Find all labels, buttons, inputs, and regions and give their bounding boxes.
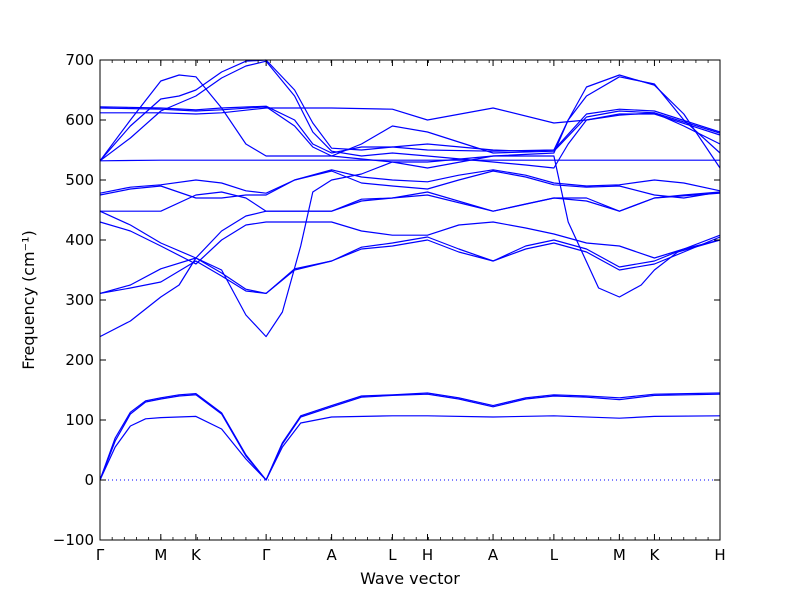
- series-line-1: [99, 393, 721, 481]
- series-line-16: [100, 107, 721, 136]
- y-tick-label: 700: [65, 51, 94, 69]
- series-line-6: [99, 234, 721, 294]
- y-tick-label: −100: [53, 531, 94, 549]
- y-axis-ticks: −100 0 100 200 300 400 500 600 700: [53, 51, 720, 549]
- series-line-10: [99, 170, 721, 199]
- series-line-7: [99, 221, 721, 265]
- x-tick-label: M: [154, 546, 167, 564]
- y-axis-title: Frequency (cm⁻¹): [19, 230, 38, 369]
- series-line-11: [99, 169, 721, 194]
- x-tick-label: Γ: [262, 546, 271, 564]
- y-tick-label: 0: [84, 471, 94, 489]
- series-line-2: [99, 392, 721, 481]
- x-tick-label: A: [488, 546, 499, 564]
- plot-frame: [99, 59, 721, 541]
- series-line-14: [99, 59, 721, 162]
- x-tick-label: L: [388, 546, 397, 564]
- x-tick-label: H: [422, 546, 433, 564]
- y-tick-label: 300: [65, 291, 94, 309]
- series-line-4: [99, 155, 721, 338]
- x-tick-label: M: [613, 546, 626, 564]
- x-tick-label: L: [550, 546, 559, 564]
- x-tick-label: Γ: [96, 546, 105, 564]
- x-tick-label: A: [326, 546, 337, 564]
- y-tick-label: 100: [65, 411, 94, 429]
- series-layer: [99, 59, 721, 481]
- series-line-15: [99, 74, 721, 169]
- x-tick-label: H: [714, 546, 725, 564]
- series-line-5: [99, 236, 721, 294]
- x-axis-title: Wave vector: [360, 569, 460, 588]
- y-tick-label: 200: [65, 351, 94, 369]
- series-line-18: [99, 105, 721, 154]
- x-tick-label: K: [191, 546, 202, 564]
- series-line-9: [100, 191, 721, 212]
- y-tick-label: 400: [65, 231, 94, 249]
- series-line-3: [99, 415, 721, 481]
- y-tick-label: 600: [65, 111, 94, 129]
- series-line-12: [99, 159, 720, 162]
- x-tick-label: K: [650, 546, 661, 564]
- series-line-17: [99, 106, 721, 157]
- y-tick-label: 500: [65, 171, 94, 189]
